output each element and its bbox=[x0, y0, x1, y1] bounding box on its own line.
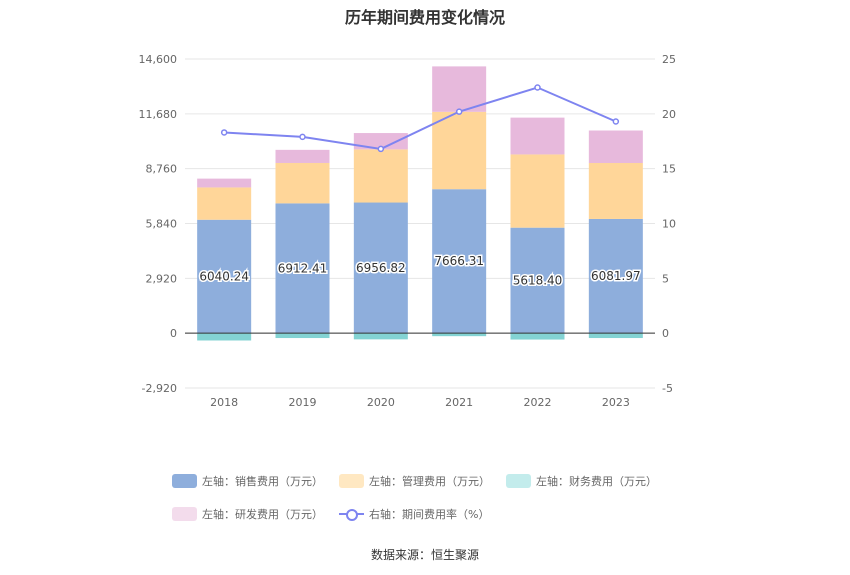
bar-segment bbox=[510, 227, 565, 334]
legend-item-sales[interactable]: 左轴：销售费用（万元） bbox=[172, 473, 323, 489]
bar-segment bbox=[353, 149, 408, 203]
bar-data-label: 6081.97 bbox=[591, 269, 641, 283]
rate-point bbox=[612, 118, 620, 125]
x-tick-label: 2022 bbox=[524, 396, 552, 409]
left-tick-label: -2,920 bbox=[142, 382, 177, 395]
rate-point bbox=[220, 129, 228, 136]
bar-segment bbox=[510, 117, 565, 155]
x-tick-label: 2019 bbox=[289, 396, 317, 409]
left-tick-label: 2,920 bbox=[146, 272, 178, 285]
left-tick-label: 11,680 bbox=[139, 108, 178, 121]
bar-segment bbox=[510, 333, 565, 340]
x-tick-label: 2023 bbox=[602, 396, 630, 409]
rate-point bbox=[377, 145, 385, 153]
bar-segment bbox=[197, 187, 252, 220]
right-tick-label: 15 bbox=[662, 163, 676, 176]
right-tick-label: 25 bbox=[662, 53, 676, 66]
rate-point bbox=[455, 108, 463, 115]
left-tick-label: 14,600 bbox=[139, 53, 178, 66]
legend-row-2: 左轴：研发费用（万元） 右轴：期间费用率（%） bbox=[172, 505, 692, 523]
legend-item-finance[interactable]: 左轴：财务费用（万元） bbox=[506, 473, 657, 489]
bar-segment bbox=[197, 219, 252, 334]
bar-segment bbox=[588, 218, 643, 334]
bar-segment bbox=[275, 203, 330, 334]
right-tick-label: 20 bbox=[662, 108, 676, 121]
bar-data-label: 7666.31 bbox=[434, 254, 484, 268]
legend-label-rnd: 左轴：研发费用（万元） bbox=[202, 508, 323, 521]
bar-segment bbox=[275, 333, 330, 339]
right-tick-label: -5 bbox=[662, 382, 673, 395]
right-tick-label: 5 bbox=[662, 272, 669, 285]
bar-segment bbox=[432, 189, 487, 334]
bar-segment bbox=[197, 333, 252, 341]
bar-segment bbox=[588, 130, 643, 163]
x-tick-label: 2020 bbox=[367, 396, 395, 409]
bar-segment bbox=[197, 178, 252, 188]
legend-item-rnd[interactable]: 左轴：研发费用（万元） bbox=[172, 506, 323, 522]
legend-item-rate[interactable]: 右轴：期间费用率（%） bbox=[339, 506, 489, 522]
chart-plot: 14,600 11,680 8,760 5,840 2,920 0 -2,920 25 20 15… bbox=[139, 53, 677, 409]
legend-label-admin: 左轴：管理费用（万元） bbox=[369, 475, 490, 488]
bar-segment bbox=[588, 162, 643, 219]
legend-label-sales: 左轴：销售费用（万元） bbox=[202, 475, 323, 488]
rate-point bbox=[299, 133, 306, 141]
chart-title: 历年期间费用变化情况 bbox=[344, 8, 505, 27]
bar-segment bbox=[353, 333, 408, 340]
left-tick-label: 8,760 bbox=[146, 163, 178, 176]
legend-swatch-admin bbox=[339, 474, 364, 488]
bar-segment bbox=[432, 333, 487, 337]
chart-legend: 左轴：销售费用（万元） 左轴：管理费用（万元） 左轴：财务费用（万元） 左轴：研… bbox=[172, 472, 692, 538]
rate-point bbox=[534, 84, 541, 91]
legend-row-1: 左轴：销售费用（万元） 左轴：管理费用（万元） 左轴：财务费用（万元） bbox=[172, 472, 692, 490]
bar-segment bbox=[432, 66, 487, 112]
x-tick-label: 2018 bbox=[210, 396, 238, 409]
bar-segment bbox=[275, 162, 330, 204]
bar-data-label: 6912.41 bbox=[278, 261, 328, 275]
legend-swatch-rnd bbox=[172, 507, 197, 521]
legend-swatch-sales bbox=[172, 474, 197, 488]
legend-label-rate: 右轴：期间费用率（%） bbox=[369, 508, 490, 521]
data-source: 数据来源：恒生聚源 bbox=[370, 548, 479, 562]
bar-segment bbox=[275, 149, 330, 163]
bar-segment bbox=[353, 133, 408, 150]
legend-label-finance: 左轴：财务费用（万元） bbox=[536, 475, 657, 488]
legend-swatch-finance bbox=[506, 474, 531, 488]
bar-data-label: 6956.82 bbox=[356, 261, 406, 275]
bar-segment bbox=[353, 202, 408, 334]
bar-segment bbox=[432, 111, 487, 190]
left-tick-label: 0 bbox=[170, 327, 177, 340]
rate-line bbox=[224, 86, 617, 150]
x-tick-label: 2021 bbox=[445, 396, 473, 409]
bar-data-label: 6040.24 bbox=[199, 269, 249, 283]
bar-segment bbox=[588, 333, 643, 339]
left-tick-label: 5,840 bbox=[146, 218, 178, 231]
right-tick-label: 0 bbox=[662, 327, 669, 340]
legend-item-admin[interactable]: 左轴：管理费用（万元） bbox=[339, 473, 490, 489]
bar-data-label: 5618.40 bbox=[513, 273, 563, 287]
legend-swatch-rate bbox=[339, 507, 364, 521]
bar-segment bbox=[510, 154, 565, 228]
right-tick-label: 10 bbox=[662, 218, 676, 231]
